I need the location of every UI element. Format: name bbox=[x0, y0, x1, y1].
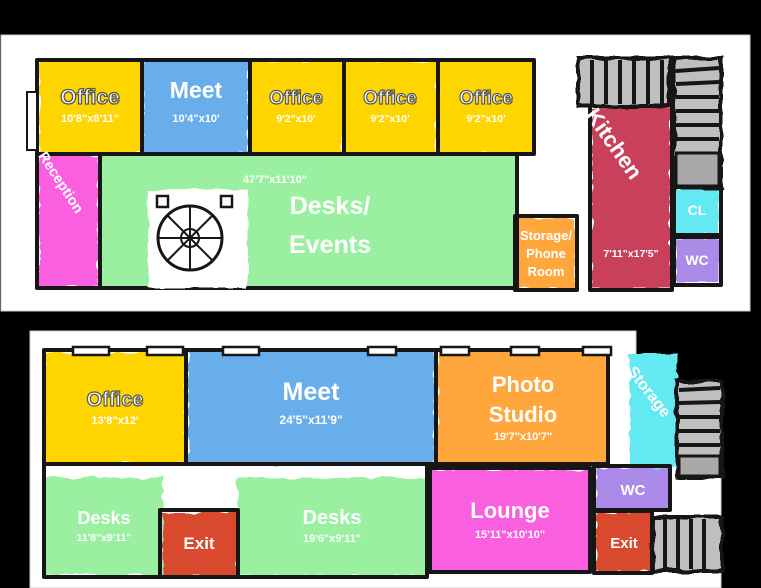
svg-text:7'11"x17'5": 7'11"x17'5" bbox=[603, 248, 658, 260]
svg-text:Events: Events bbox=[289, 231, 371, 259]
svg-text:Meet: Meet bbox=[283, 378, 341, 406]
svg-text:10'4"x10': 10'4"x10' bbox=[172, 113, 220, 125]
svg-text:Office: Office bbox=[60, 86, 120, 109]
svg-text:Desks: Desks bbox=[303, 507, 362, 529]
svg-text:Meet: Meet bbox=[170, 77, 223, 103]
svg-text:10'8"x8'11": 10'8"x8'11" bbox=[61, 113, 119, 125]
svg-text:Studio: Studio bbox=[489, 402, 557, 427]
svg-text:Desks: Desks bbox=[77, 508, 130, 528]
svg-text:Room: Room bbox=[528, 264, 565, 279]
svg-text:Storage/: Storage/ bbox=[520, 228, 572, 243]
svg-text:Office: Office bbox=[459, 88, 513, 109]
svg-text:19'7"x10'7": 19'7"x10'7" bbox=[494, 431, 553, 443]
svg-text:Office: Office bbox=[363, 88, 417, 109]
svg-text:CL: CL bbox=[688, 202, 707, 218]
svg-text:47'7"x11'10": 47'7"x11'10" bbox=[243, 174, 307, 186]
svg-text:Photo: Photo bbox=[492, 372, 554, 397]
svg-text:13'8"x12': 13'8"x12' bbox=[91, 415, 139, 427]
svg-text:9'2"x10': 9'2"x10' bbox=[276, 113, 315, 125]
svg-text:WC: WC bbox=[685, 252, 708, 268]
svg-text:Exit: Exit bbox=[183, 534, 215, 553]
svg-text:11'8"x9'11": 11'8"x9'11" bbox=[77, 532, 132, 544]
svg-text:WC: WC bbox=[621, 482, 646, 499]
svg-text:Phone: Phone bbox=[526, 246, 566, 261]
svg-text:19'6"x9'11": 19'6"x9'11" bbox=[303, 533, 361, 545]
svg-text:Exit: Exit bbox=[610, 535, 638, 552]
svg-text:9'2"x10': 9'2"x10' bbox=[466, 113, 505, 125]
svg-text:Office: Office bbox=[87, 389, 144, 411]
svg-text:9'2"x10': 9'2"x10' bbox=[370, 113, 409, 125]
svg-text:24'5"x11'9": 24'5"x11'9" bbox=[279, 413, 342, 427]
svg-text:Desks/: Desks/ bbox=[290, 192, 371, 220]
svg-text:Office: Office bbox=[269, 88, 323, 109]
svg-text:15'11"x10'10": 15'11"x10'10" bbox=[475, 529, 545, 541]
svg-text:Lounge: Lounge bbox=[470, 498, 549, 523]
